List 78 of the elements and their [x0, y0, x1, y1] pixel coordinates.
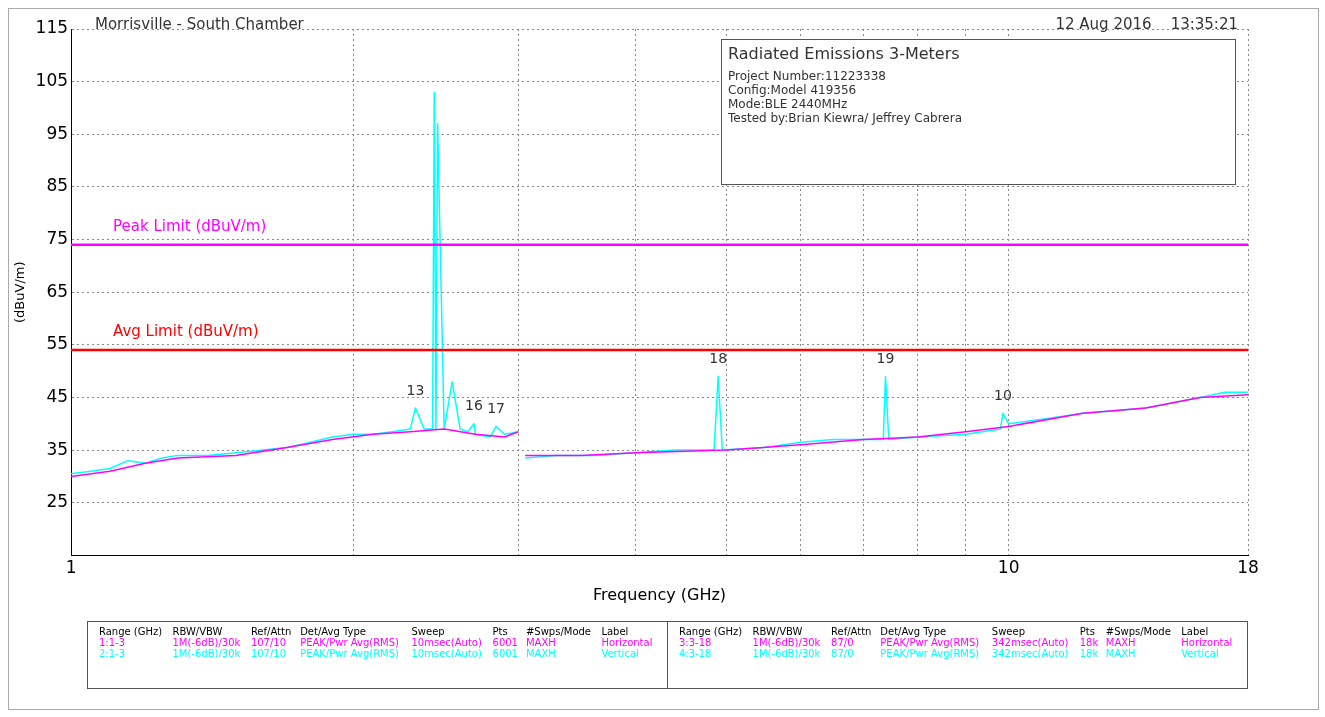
ref-line-label: Avg Limit (dBuV/m) [113, 322, 259, 341]
text: 18k [1078, 637, 1100, 648]
annotation: 13 [406, 381, 425, 398]
text: Pts [1078, 626, 1096, 637]
annotation: 18 [709, 350, 728, 367]
y-axis-title: (dBuV/m) [12, 261, 28, 323]
chart-title: Radiated Emissions 3-Meters [728, 44, 960, 63]
text: RBW/VBW [171, 626, 224, 637]
y-tick-label: 65 [46, 280, 69, 301]
y-tick-label: 95 [46, 122, 69, 143]
text: 1M(-6dB)/30k [751, 648, 822, 659]
text: 107/10 [249, 637, 288, 648]
text: RBW/VBW [751, 626, 804, 637]
annotation: 19 [876, 350, 895, 367]
x-tick-label: 18 [1237, 557, 1259, 578]
annotation: 17 [487, 400, 505, 417]
text: Horizontal [1180, 637, 1234, 648]
x-tick-label: 10 [997, 557, 1020, 578]
annotation: Morrisville - South Chamber [95, 15, 304, 33]
text: PEAK/Pwr Avg(RMS) [879, 648, 981, 659]
x-axis-title: Frequency (GHz) [592, 584, 727, 604]
text: MAXH [1104, 648, 1137, 659]
annotation: Project Number:11223338 [728, 69, 887, 83]
text: Label [1180, 626, 1210, 637]
text: Range (GHz) [98, 626, 164, 637]
annotation: Config:Model 419356 [728, 83, 858, 97]
text: Sweep [990, 626, 1025, 637]
text: Ref/Attn [830, 626, 873, 637]
text: Det/Avg Type [879, 626, 947, 637]
text: Pts [491, 626, 509, 637]
y-tick-label: 55 [46, 333, 69, 354]
y-tick-label: 25 [46, 491, 69, 512]
text: #Swps/Mode [1104, 626, 1172, 637]
text: #Swps/Mode [524, 626, 592, 637]
text: PEAK/Pwr Avg(RMS) [299, 648, 400, 659]
ref-line-label: Peak Limit (dBuV/m) [113, 217, 267, 236]
text: 10msec(Auto) [410, 648, 483, 659]
text: 1M(-6dB)/30k [751, 637, 822, 648]
text: MAXH [524, 637, 556, 648]
text: 3:3-18 [678, 637, 713, 648]
annotation: 12 Aug 2016 13:35:21 [1055, 15, 1238, 33]
text: MAXH [524, 648, 557, 659]
text: 6001 [491, 637, 519, 648]
y-tick-label: 45 [46, 385, 69, 406]
y-tick-label: 105 [35, 70, 69, 91]
y-tick-label: 115 [35, 17, 69, 38]
annotation: 16 [465, 397, 483, 414]
text: Det/Avg Type [299, 626, 366, 637]
annotation: Tested by:Brian Kiewra/ Jeffrey Cabrera [728, 111, 963, 125]
text: PEAK/Pwr Avg(RMS) [299, 637, 400, 648]
text: 342msec(Auto) [990, 648, 1070, 659]
text: 107/10 [249, 648, 288, 659]
annotation: Mode:BLE 2440MHz [728, 97, 849, 111]
text: Vertical [600, 648, 640, 659]
y-tick-label: 35 [46, 438, 69, 459]
text: 1:1-3 [98, 637, 126, 648]
x-tick-label: 1 [65, 557, 77, 578]
text: Ref/Attn [249, 626, 293, 637]
text: 1M(-6dB)/30k [171, 637, 242, 648]
text: 6001 [491, 648, 519, 659]
text: Label [600, 626, 630, 637]
text: PEAK/Pwr Avg(RMS) [879, 637, 981, 648]
text: Horizontal [600, 637, 654, 648]
text: 2:1-3 [98, 648, 127, 659]
text: 18k [1078, 648, 1100, 659]
text: 1M(-6dB)/30k [171, 648, 242, 659]
text: MAXH [1104, 637, 1136, 648]
text: 87/0 [830, 648, 855, 659]
text: 87/0 [830, 637, 855, 648]
text: 342msec(Auto) [990, 637, 1070, 648]
text: Vertical [1180, 648, 1220, 659]
text: Range (GHz) [678, 626, 744, 637]
text: Sweep [410, 626, 445, 637]
annotation: 10 [994, 386, 1012, 403]
text: 10msec(Auto) [410, 637, 483, 648]
y-tick-label: 75 [46, 227, 69, 248]
y-tick-label: 85 [46, 175, 69, 196]
text: 4:3-18 [678, 648, 713, 659]
